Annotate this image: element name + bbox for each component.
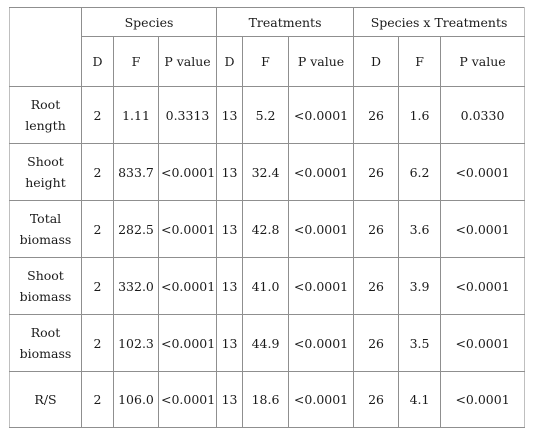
table-cell: <0.0001 [288,200,355,258]
table-row: R/S 2 106.0 <0.0001 13 18.6 <0.0001 26 4… [9,371,526,428]
table-cell: <0.0001 [288,86,355,144]
table-cell: <0.0001 [288,143,355,201]
table-cell: 26 [353,200,400,258]
table-row: Shoot height 2 833.7 <0.0001 13 32.4 <0.… [9,143,526,201]
table-cell: 13 [216,86,244,144]
table-cell: <0.0001 [157,314,218,372]
table-cell: 6.2 [398,143,442,201]
table-cell: 4.1 [398,371,442,428]
subheader-p-value: P value [288,36,355,87]
table-cell: <0.0001 [440,143,526,201]
table-cell: 26 [353,86,400,144]
anova-table: Species Treatments Species x Treatments … [9,7,526,428]
table-cell: 2 [81,257,114,315]
table-cell: <0.0001 [157,200,218,258]
table-cell: 13 [216,371,244,428]
table-cell: <0.0001 [157,143,218,201]
row-label: Total biomass [9,200,82,258]
empty-corner-cell [9,7,82,87]
table-row: Shoot biomass 2 332.0 <0.0001 13 41.0 <0… [9,257,526,315]
group-header-species: Species [80,7,218,37]
table-cell: <0.0001 [440,200,526,258]
table-cell: 0.0330 [440,86,526,144]
table-row: Root length 2 1.11 0.3313 13 5.2 <0.0001… [9,86,526,144]
table-cell: <0.0001 [288,314,355,372]
subheader-f: F [242,36,290,87]
table-cell: 1.11 [113,86,159,144]
subheader-d: D [216,36,244,87]
row-label: Root length [9,86,82,144]
subheader-d: D [353,36,400,87]
row-label: Root biomass [9,314,82,372]
table-cell: <0.0001 [288,257,355,315]
table-cell: <0.0001 [440,371,526,428]
table-cell: 13 [216,257,244,315]
table-cell: 2 [81,86,114,144]
group-header-row: Species Treatments Species x Treatments [9,7,526,87]
subheader-f: F [398,36,442,87]
table-cell: 0.3313 [157,86,218,144]
table-cell: 41.0 [242,257,290,315]
row-label: Shoot height [9,143,82,201]
table-cell: 3.6 [398,200,442,258]
table-cell: 44.9 [242,314,290,372]
table-cell: 833.7 [113,143,159,201]
table-cell: 106.0 [113,371,159,428]
table-row: Total biomass 2 282.5 <0.0001 13 42.8 <0… [9,200,526,258]
table-cell: 42.8 [242,200,290,258]
table-cell: 1.6 [398,86,442,144]
table-cell: 2 [81,143,114,201]
table-cell: <0.0001 [440,257,526,315]
table-cell: 13 [216,143,244,201]
table-cell: <0.0001 [157,371,218,428]
table-cell: 2 [81,371,114,428]
table-cell: 26 [353,314,400,372]
group-header-interaction: Species x Treatments [353,7,526,37]
row-label: Shoot biomass [9,257,82,315]
table-cell: 13 [216,200,244,258]
table-cell: 2 [81,314,114,372]
table-cell: 3.5 [398,314,442,372]
table-cell: 2 [81,200,114,258]
table-cell: 32.4 [242,143,290,201]
subheader-d: D [81,36,114,87]
subheader-f: F [113,36,159,87]
table-cell: 13 [216,314,244,372]
table-cell: 332.0 [113,257,159,315]
table-cell: <0.0001 [288,371,355,428]
table-cell: 26 [353,143,400,201]
table-cell: 102.3 [113,314,159,372]
table-cell: 18.6 [242,371,290,428]
table-cell: 3.9 [398,257,442,315]
subheader-p-value: P value [440,36,526,87]
table-cell: 5.2 [242,86,290,144]
subheader-row: D F P value D F P value D F P value [10,36,526,87]
group-header-treatments: Treatments [216,7,355,37]
table-cell: 282.5 [113,200,159,258]
table-cell: <0.0001 [157,257,218,315]
table-row: Root biomass 2 102.3 <0.0001 13 44.9 <0.… [9,314,526,372]
table-cell: 26 [353,257,400,315]
table-cell: <0.0001 [440,314,526,372]
table-cell: 26 [353,371,400,428]
subheader-p-value: P value [157,36,218,87]
row-label: R/S [9,371,82,428]
